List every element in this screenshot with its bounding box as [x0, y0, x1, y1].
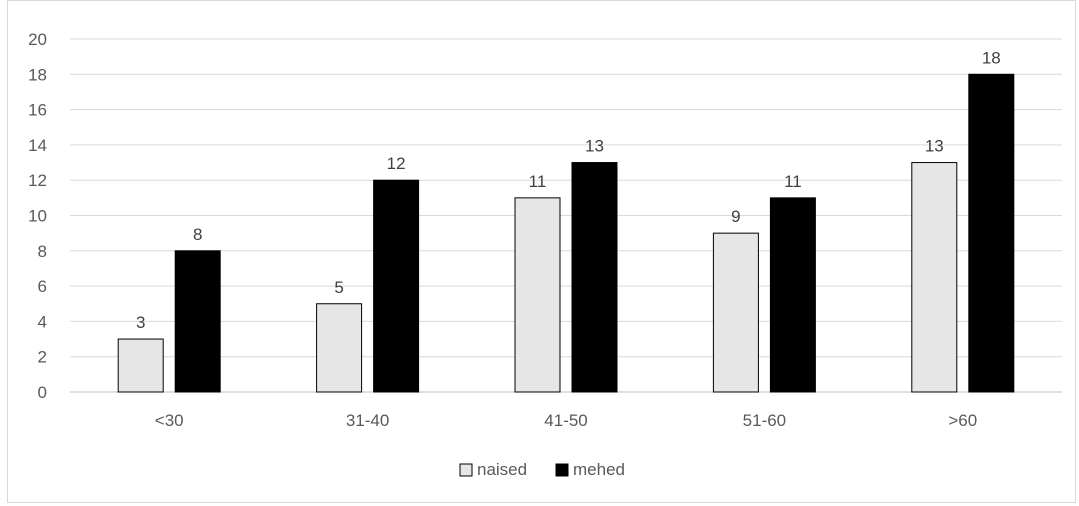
- legend-label-mehed: mehed: [573, 460, 625, 479]
- y-tick-label: 0: [38, 383, 47, 402]
- y-tick-label: 4: [38, 312, 47, 331]
- data-label: 13: [925, 137, 944, 156]
- gridlines: [70, 38, 1062, 393]
- bar-naised: [117, 338, 164, 393]
- legend-swatch-mehed: [555, 463, 569, 477]
- data-label: 11: [529, 172, 547, 191]
- y-tick-label: 14: [28, 136, 47, 155]
- x-tick-label: 41-50: [544, 411, 587, 430]
- y-tick-label: 6: [38, 277, 47, 296]
- x-tick-label: >60: [948, 411, 977, 430]
- y-tick-label: 12: [28, 171, 47, 190]
- bar-mehed: [769, 197, 816, 393]
- bar-naised: [514, 197, 561, 393]
- data-label: 18: [982, 48, 1001, 67]
- bar-naised: [316, 303, 363, 393]
- data-label: 12: [387, 154, 406, 173]
- bar-mehed: [174, 250, 221, 393]
- y-tick-label: 8: [38, 242, 47, 261]
- legend: naised mehed: [459, 460, 625, 479]
- y-tick-label: 16: [28, 101, 47, 120]
- x-axis-ticks: <30 31-40 41-50 51-60 >60: [155, 411, 977, 430]
- data-label: 5: [334, 278, 343, 297]
- data-label: 11: [784, 172, 802, 191]
- legend-swatch-naised: [459, 463, 473, 477]
- y-axis-ticks: 0 2 4 6 8 10 12 14 16 18 20: [28, 30, 47, 402]
- bar-naised: [712, 232, 759, 393]
- bar-mehed: [373, 179, 420, 393]
- y-tick-label: 20: [28, 30, 47, 49]
- y-tick-label: 18: [28, 65, 47, 84]
- data-label: 8: [193, 225, 202, 244]
- data-label: 13: [585, 137, 604, 156]
- bar-mehed: [571, 162, 618, 393]
- x-tick-label: 51-60: [743, 411, 786, 430]
- y-tick-label: 2: [38, 348, 47, 367]
- y-tick-label: 10: [28, 207, 47, 226]
- bars: [117, 73, 1015, 393]
- data-labels: 3 8 5 12 11 13 9 11 13 18: [136, 48, 1001, 332]
- x-tick-label: <30: [155, 411, 184, 430]
- bar-naised: [911, 162, 958, 393]
- bar-mehed: [968, 73, 1015, 393]
- x-tick-label: 31-40: [346, 411, 389, 430]
- data-label: 3: [136, 313, 145, 332]
- legend-label-naised: naised: [477, 460, 527, 479]
- data-label: 9: [731, 207, 740, 226]
